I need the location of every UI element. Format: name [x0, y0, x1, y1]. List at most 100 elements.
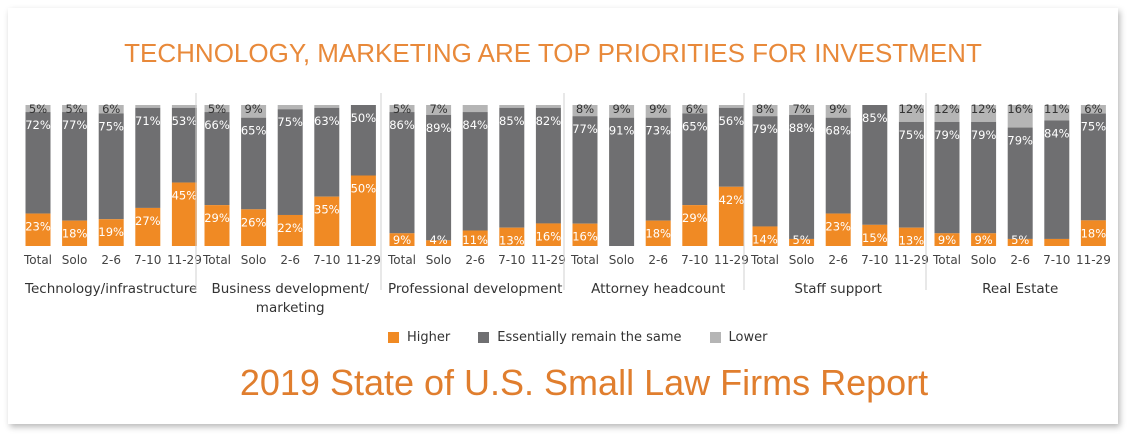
- legend: Higher Essentially remain the same Lower: [388, 330, 767, 345]
- bar-higher: [752, 226, 778, 246]
- category-label: 7-10: [681, 253, 708, 267]
- data-label-same: 79%: [971, 128, 997, 142]
- data-label-same: 53%: [172, 114, 198, 128]
- category-label: 2-6: [1010, 253, 1030, 267]
- data-label-same: 88%: [789, 121, 815, 135]
- data-label-higher: 16%: [536, 229, 562, 243]
- category-label: Solo: [426, 253, 452, 267]
- bar-lower: [752, 105, 778, 117]
- data-label-same: 71%: [135, 114, 161, 128]
- data-label-same: 73%: [645, 124, 671, 138]
- bar-same: [171, 107, 197, 183]
- data-label-same: 86%: [389, 118, 415, 132]
- data-label-same: 79%: [934, 128, 960, 142]
- bar-same: [1044, 120, 1070, 239]
- bar-lower: [572, 105, 598, 117]
- data-label-same: 91%: [609, 124, 635, 138]
- bar-same: [62, 112, 88, 221]
- data-label-same: 75%: [277, 115, 303, 129]
- category-label: 7-10: [498, 253, 525, 267]
- category-label: 2-6: [648, 253, 668, 267]
- category-label: 7-10: [134, 253, 161, 267]
- legend-swatch-higher: [388, 332, 399, 343]
- data-label-same: 77%: [572, 122, 598, 136]
- bar-higher: [934, 233, 960, 246]
- data-label-higher: 9%: [974, 233, 992, 247]
- bar-same: [535, 107, 561, 224]
- category-label: Total: [202, 253, 231, 267]
- bar-lower: [1044, 105, 1070, 121]
- bar-lower: [171, 105, 197, 108]
- bar-same: [682, 113, 708, 206]
- data-label-same: 82%: [536, 114, 562, 128]
- category-label: 2-6: [828, 253, 848, 267]
- data-label-higher: 9%: [938, 233, 956, 247]
- category-label: 7-10: [861, 253, 888, 267]
- bar-higher: [25, 213, 51, 246]
- category-label: 7-10: [313, 253, 340, 267]
- bar-same: [609, 117, 635, 246]
- chart-title: TECHNOLOGY, MARKETING ARE TOP PRIORITIES…: [124, 38, 982, 68]
- category-label: 11-29: [714, 253, 749, 267]
- group-label: Staff support: [794, 281, 882, 297]
- bar-higher: [135, 207, 161, 246]
- data-label-higher: 13%: [499, 234, 525, 248]
- bar-lower: [204, 105, 230, 113]
- bar-higher: [314, 196, 340, 246]
- data-label-same: 65%: [682, 119, 708, 133]
- data-label-same: 75%: [98, 119, 124, 133]
- data-label-lower: 16%: [1007, 102, 1033, 116]
- bar-same: [499, 107, 525, 228]
- data-label-higher: 15%: [862, 231, 888, 245]
- data-label-higher: 5%: [792, 233, 810, 247]
- bar-lower: [718, 105, 744, 108]
- data-label-higher: 13%: [899, 234, 925, 248]
- bar-lower: [898, 105, 924, 122]
- category-label: Total: [932, 253, 961, 267]
- legend-item-lower: Lower: [709, 330, 767, 345]
- bar-lower: [25, 105, 51, 113]
- bar-higher: [898, 227, 924, 246]
- bar-same: [898, 121, 924, 228]
- data-label-same: 84%: [462, 118, 488, 132]
- data-label-higher: 19%: [98, 225, 124, 239]
- bar-higher: [789, 238, 815, 246]
- data-label-higher: 14%: [752, 232, 778, 246]
- data-label-same: 68%: [825, 124, 851, 138]
- bar-higher: [350, 175, 376, 246]
- data-label-higher: 45%: [172, 189, 198, 203]
- data-label-lower: 5%: [65, 102, 83, 116]
- bar-higher: [825, 213, 851, 246]
- bar-lower: [789, 105, 815, 115]
- data-label-lower: 11%: [1044, 102, 1070, 116]
- legend-swatch-same: [478, 332, 490, 343]
- data-label-lower: 5%: [29, 102, 47, 116]
- category-label: Total: [570, 253, 599, 267]
- data-label-same: 89%: [426, 121, 452, 135]
- data-label-higher: 50%: [351, 182, 377, 196]
- stacked-bar-chart: 5% 72% 23% Total 5% 77% 18% Solo 6% 75% 19% 2-6 71% 2…: [23, 93, 1111, 316]
- group-label: Technology/infrastructure: [24, 281, 197, 297]
- data-label-higher: 29%: [204, 211, 230, 225]
- data-label-same: 75%: [899, 128, 925, 142]
- bar-same: [789, 114, 815, 239]
- group-label: Real Estate: [982, 281, 1058, 297]
- bar-higher: [98, 219, 124, 246]
- chart-frame: TECHNOLOGY, MARKETING ARE TOP PRIORITIES…: [8, 8, 1118, 424]
- bar-lower: [135, 105, 161, 108]
- bar-lower: [1007, 105, 1033, 128]
- bar-same: [350, 105, 376, 176]
- legend-item-higher: Higher: [388, 330, 450, 345]
- bar-higher: [1044, 238, 1070, 246]
- bar-same: [934, 121, 960, 234]
- legend-swatch-lower: [709, 332, 721, 343]
- bar-lower: [825, 105, 851, 118]
- bar-higher: [862, 224, 888, 246]
- bar-same: [204, 112, 230, 206]
- data-label-lower: 12%: [934, 102, 960, 116]
- bar-higher: [426, 240, 452, 246]
- category-label: Total: [387, 253, 416, 267]
- data-label-higher: 11%: [462, 233, 488, 247]
- bar-lower: [682, 105, 708, 114]
- data-label-higher: 9%: [393, 233, 411, 247]
